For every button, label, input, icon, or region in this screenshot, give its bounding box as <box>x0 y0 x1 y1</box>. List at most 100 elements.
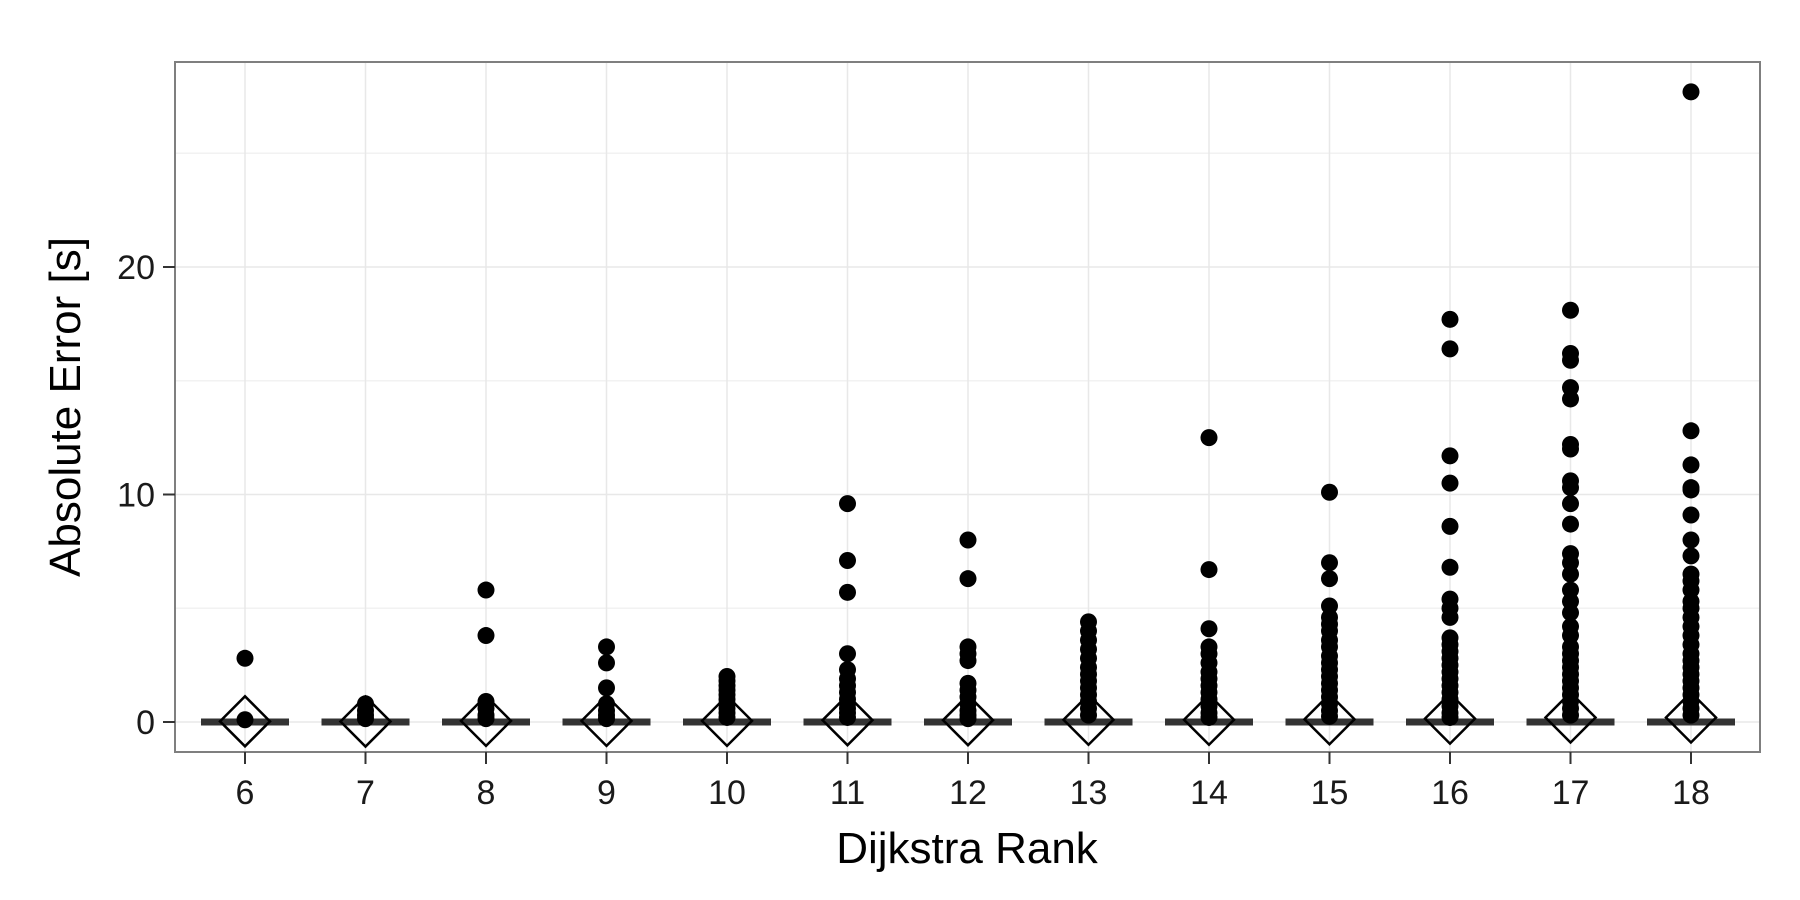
outlier-point <box>1200 620 1218 638</box>
outlier-point <box>839 708 856 726</box>
outlier-point <box>1682 506 1700 524</box>
outlier-point <box>1682 481 1700 499</box>
box-group-rank-11 <box>803 495 892 747</box>
box-group-rank-12 <box>924 531 1012 747</box>
outlier-point <box>1441 340 1459 358</box>
outlier-point <box>1562 515 1579 533</box>
outlier-point <box>236 711 254 729</box>
outlier-point <box>1682 706 1700 724</box>
outlier-point <box>1562 495 1579 513</box>
outlier-point <box>1562 604 1579 622</box>
outlier-point <box>357 710 374 728</box>
outlier-point <box>1441 447 1459 465</box>
x-tick-label: 6 <box>236 774 255 812</box>
box-group-rank-16 <box>1406 310 1494 746</box>
x-tick-label: 13 <box>1070 774 1108 812</box>
outlier-point <box>1441 517 1459 535</box>
outlier-point <box>1080 706 1097 724</box>
outlier-point <box>1200 429 1218 447</box>
outlier-point <box>477 581 495 599</box>
y-tick-label: 20 <box>117 249 155 287</box>
box-group-rank-17 <box>1526 301 1615 745</box>
x-axis-title: Dijkstra Rank <box>836 824 1099 873</box>
mean-diamond-marker <box>1543 690 1598 745</box>
outlier-point <box>1441 608 1459 626</box>
mean-diamond-marker <box>700 694 754 748</box>
outlier-point <box>598 654 615 672</box>
x-tick-label: 8 <box>477 774 496 812</box>
box-group-rank-7 <box>321 694 410 749</box>
mean-diamond-marker <box>1182 692 1236 747</box>
mean-diamond-marker <box>459 694 513 748</box>
mean-diamond-marker <box>820 693 875 747</box>
outlier-point <box>1682 83 1700 101</box>
outlier-point <box>598 710 615 728</box>
x-tick-label: 17 <box>1552 774 1590 812</box>
mean-diamond-marker <box>218 694 272 749</box>
x-tick-label: 18 <box>1672 774 1710 812</box>
mean-diamond-marker <box>579 694 634 748</box>
box-group-rank-6 <box>201 649 289 749</box>
x-tick-label: 11 <box>830 774 865 812</box>
outlier-point <box>1682 531 1700 549</box>
y-tick-label: 0 <box>136 704 155 742</box>
outlier-point <box>1321 554 1338 572</box>
outlier-point <box>839 583 856 601</box>
outlier-point <box>598 638 615 656</box>
box-group-rank-18 <box>1647 83 1735 745</box>
outlier-point <box>1562 706 1579 724</box>
x-tick-label: 12 <box>949 774 987 812</box>
outlier-point <box>1682 547 1700 565</box>
x-tick-label: 10 <box>708 774 746 812</box>
outlier-point <box>477 710 495 728</box>
outlier-point <box>839 495 856 513</box>
mean-diamond-marker <box>1664 690 1718 745</box>
mean-diamond-marker <box>941 693 995 747</box>
outlier-point <box>959 652 977 670</box>
y-axis-title: Absolute Error [s] <box>41 237 90 577</box>
box-group-rank-8 <box>442 581 530 748</box>
outlier-point <box>1200 708 1218 726</box>
outlier-point <box>1562 301 1579 319</box>
box-group-rank-13 <box>1044 613 1133 747</box>
outlier-point <box>959 531 977 549</box>
outlier-point <box>1562 390 1579 408</box>
outlier-point <box>959 570 977 588</box>
box-group-rank-15 <box>1285 483 1374 747</box>
x-tick-label: 16 <box>1431 774 1469 812</box>
x-tick-label: 15 <box>1311 774 1349 812</box>
outlier-point <box>1321 483 1338 501</box>
x-tick-label: 7 <box>356 774 375 812</box>
box-group-rank-9 <box>562 638 651 748</box>
outlier-point <box>1562 479 1579 497</box>
outlier-point <box>1321 707 1338 725</box>
outlier-point <box>1200 561 1218 579</box>
outlier-point <box>959 710 977 728</box>
mean-diamond-marker <box>1423 691 1477 746</box>
outlier-point <box>1441 474 1459 492</box>
box-group-rank-14 <box>1165 429 1253 747</box>
mean-diamond-marker <box>1302 692 1357 747</box>
outlier-point <box>718 708 736 726</box>
outlier-point <box>1562 565 1579 583</box>
x-tick-label: 14 <box>1190 774 1228 812</box>
box-group-rank-10 <box>683 668 771 748</box>
outlier-point <box>236 649 254 667</box>
outlier-point <box>477 627 495 645</box>
outlier-point <box>598 679 615 697</box>
outlier-point <box>1321 570 1338 588</box>
outlier-point <box>839 551 856 569</box>
mean-diamond-marker <box>338 694 393 749</box>
x-tick-label: 9 <box>597 774 616 812</box>
outlier-point <box>1562 351 1579 369</box>
y-tick-label: 10 <box>117 477 155 515</box>
mean-diamond-marker <box>1061 692 1116 747</box>
outlier-point <box>1441 558 1459 576</box>
data-layer <box>201 83 1735 749</box>
outlier-point <box>1682 422 1700 440</box>
outlier-point <box>1441 310 1459 328</box>
outlier-point <box>1562 440 1579 458</box>
outlier-point <box>1682 456 1700 474</box>
